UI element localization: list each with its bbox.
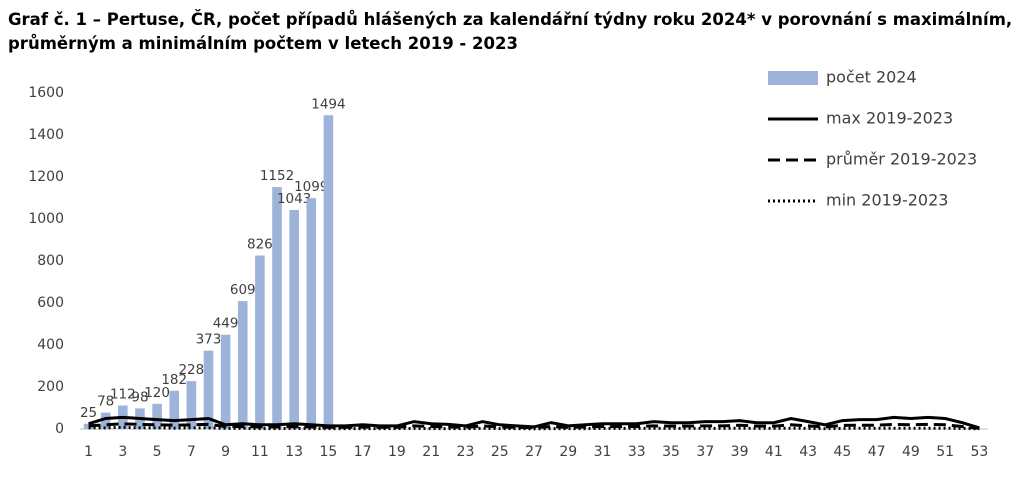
chart-title: Graf č. 1 – Pertuse, ČR, počet případů h… — [8, 10, 1012, 29]
x-tick-label: 7 — [187, 444, 196, 460]
bar — [255, 255, 265, 429]
bar — [323, 115, 334, 429]
x-tick-label: 33 — [628, 444, 646, 460]
line-dotted — [88, 425, 980, 431]
chart-title: průměrným a minimálním počtem v letech 2… — [8, 34, 518, 53]
bar — [203, 350, 214, 429]
x-tick-label: 35 — [662, 444, 680, 460]
data-label: 1043 — [277, 191, 311, 207]
data-label: 1099 — [294, 179, 328, 195]
legend-label: max 2019-2023 — [826, 109, 953, 128]
y-tick-label: 200 — [37, 379, 64, 395]
bar — [272, 187, 282, 429]
x-tick-label: 43 — [799, 444, 817, 460]
x-tick-label: 31 — [594, 444, 612, 460]
data-label: 826 — [247, 237, 273, 253]
x-tick-label: 37 — [696, 444, 714, 460]
data-label: 120 — [144, 385, 170, 401]
x-tick-label: 29 — [559, 444, 577, 460]
data-label: 1152 — [260, 168, 294, 184]
y-tick-label: 1200 — [28, 169, 64, 185]
legend-label: min 2019-2023 — [826, 191, 948, 210]
bar — [186, 381, 197, 429]
x-tick-label: 53 — [971, 444, 989, 460]
x-tick-label: 39 — [731, 444, 749, 460]
y-tick-label: 1600 — [28, 85, 64, 101]
x-tick-label: 9 — [221, 444, 230, 460]
data-label: 98 — [131, 389, 148, 405]
line-dashed — [88, 422, 980, 430]
bar — [306, 198, 317, 429]
x-tick-label: 17 — [354, 444, 372, 460]
x-tick-label: 19 — [388, 444, 406, 460]
data-label: 449 — [213, 316, 239, 332]
bar — [289, 209, 299, 429]
x-tick-label: 15 — [320, 444, 338, 460]
y-tick-label: 600 — [37, 295, 64, 311]
data-label: 182 — [161, 372, 187, 388]
x-tick-label: 13 — [285, 444, 303, 460]
legend-label: počet 2024 — [826, 68, 917, 87]
data-label: 25 — [80, 405, 97, 421]
x-tick-label: 11 — [251, 444, 269, 460]
x-tick-label: 51 — [936, 444, 954, 460]
legend-swatch — [768, 71, 818, 85]
bar — [237, 301, 248, 429]
x-tick-label: 1 — [84, 444, 93, 460]
x-tick-label: 49 — [902, 444, 920, 460]
y-tick-label: 1400 — [28, 127, 64, 143]
bar — [220, 334, 231, 429]
bar — [100, 412, 111, 429]
bar — [83, 423, 94, 429]
data-label: 112 — [110, 386, 136, 402]
x-tick-label: 23 — [457, 444, 475, 460]
x-tick-label: 25 — [491, 444, 509, 460]
bar — [169, 390, 180, 429]
data-label: 609 — [230, 282, 256, 298]
y-tick-label: 1000 — [28, 211, 64, 227]
line-solid — [88, 415, 980, 430]
x-tick-label: 21 — [422, 444, 440, 460]
bar — [152, 403, 162, 429]
data-label: 1494 — [311, 96, 345, 112]
x-tick-label: 3 — [118, 444, 127, 460]
legend-label: průměr 2019-2023 — [826, 150, 977, 169]
x-tick-label: 45 — [833, 444, 851, 460]
data-label: 228 — [178, 362, 204, 378]
y-tick-label: 800 — [37, 253, 64, 269]
data-label: 373 — [196, 332, 222, 348]
x-tick-label: 41 — [765, 444, 783, 460]
data-label: 78 — [97, 394, 114, 410]
x-tick-label: 27 — [525, 444, 543, 460]
y-tick-label: 400 — [37, 337, 64, 353]
y-tick-label: 0 — [55, 421, 64, 437]
x-tick-label: 47 — [868, 444, 886, 460]
x-tick-label: 5 — [153, 444, 162, 460]
